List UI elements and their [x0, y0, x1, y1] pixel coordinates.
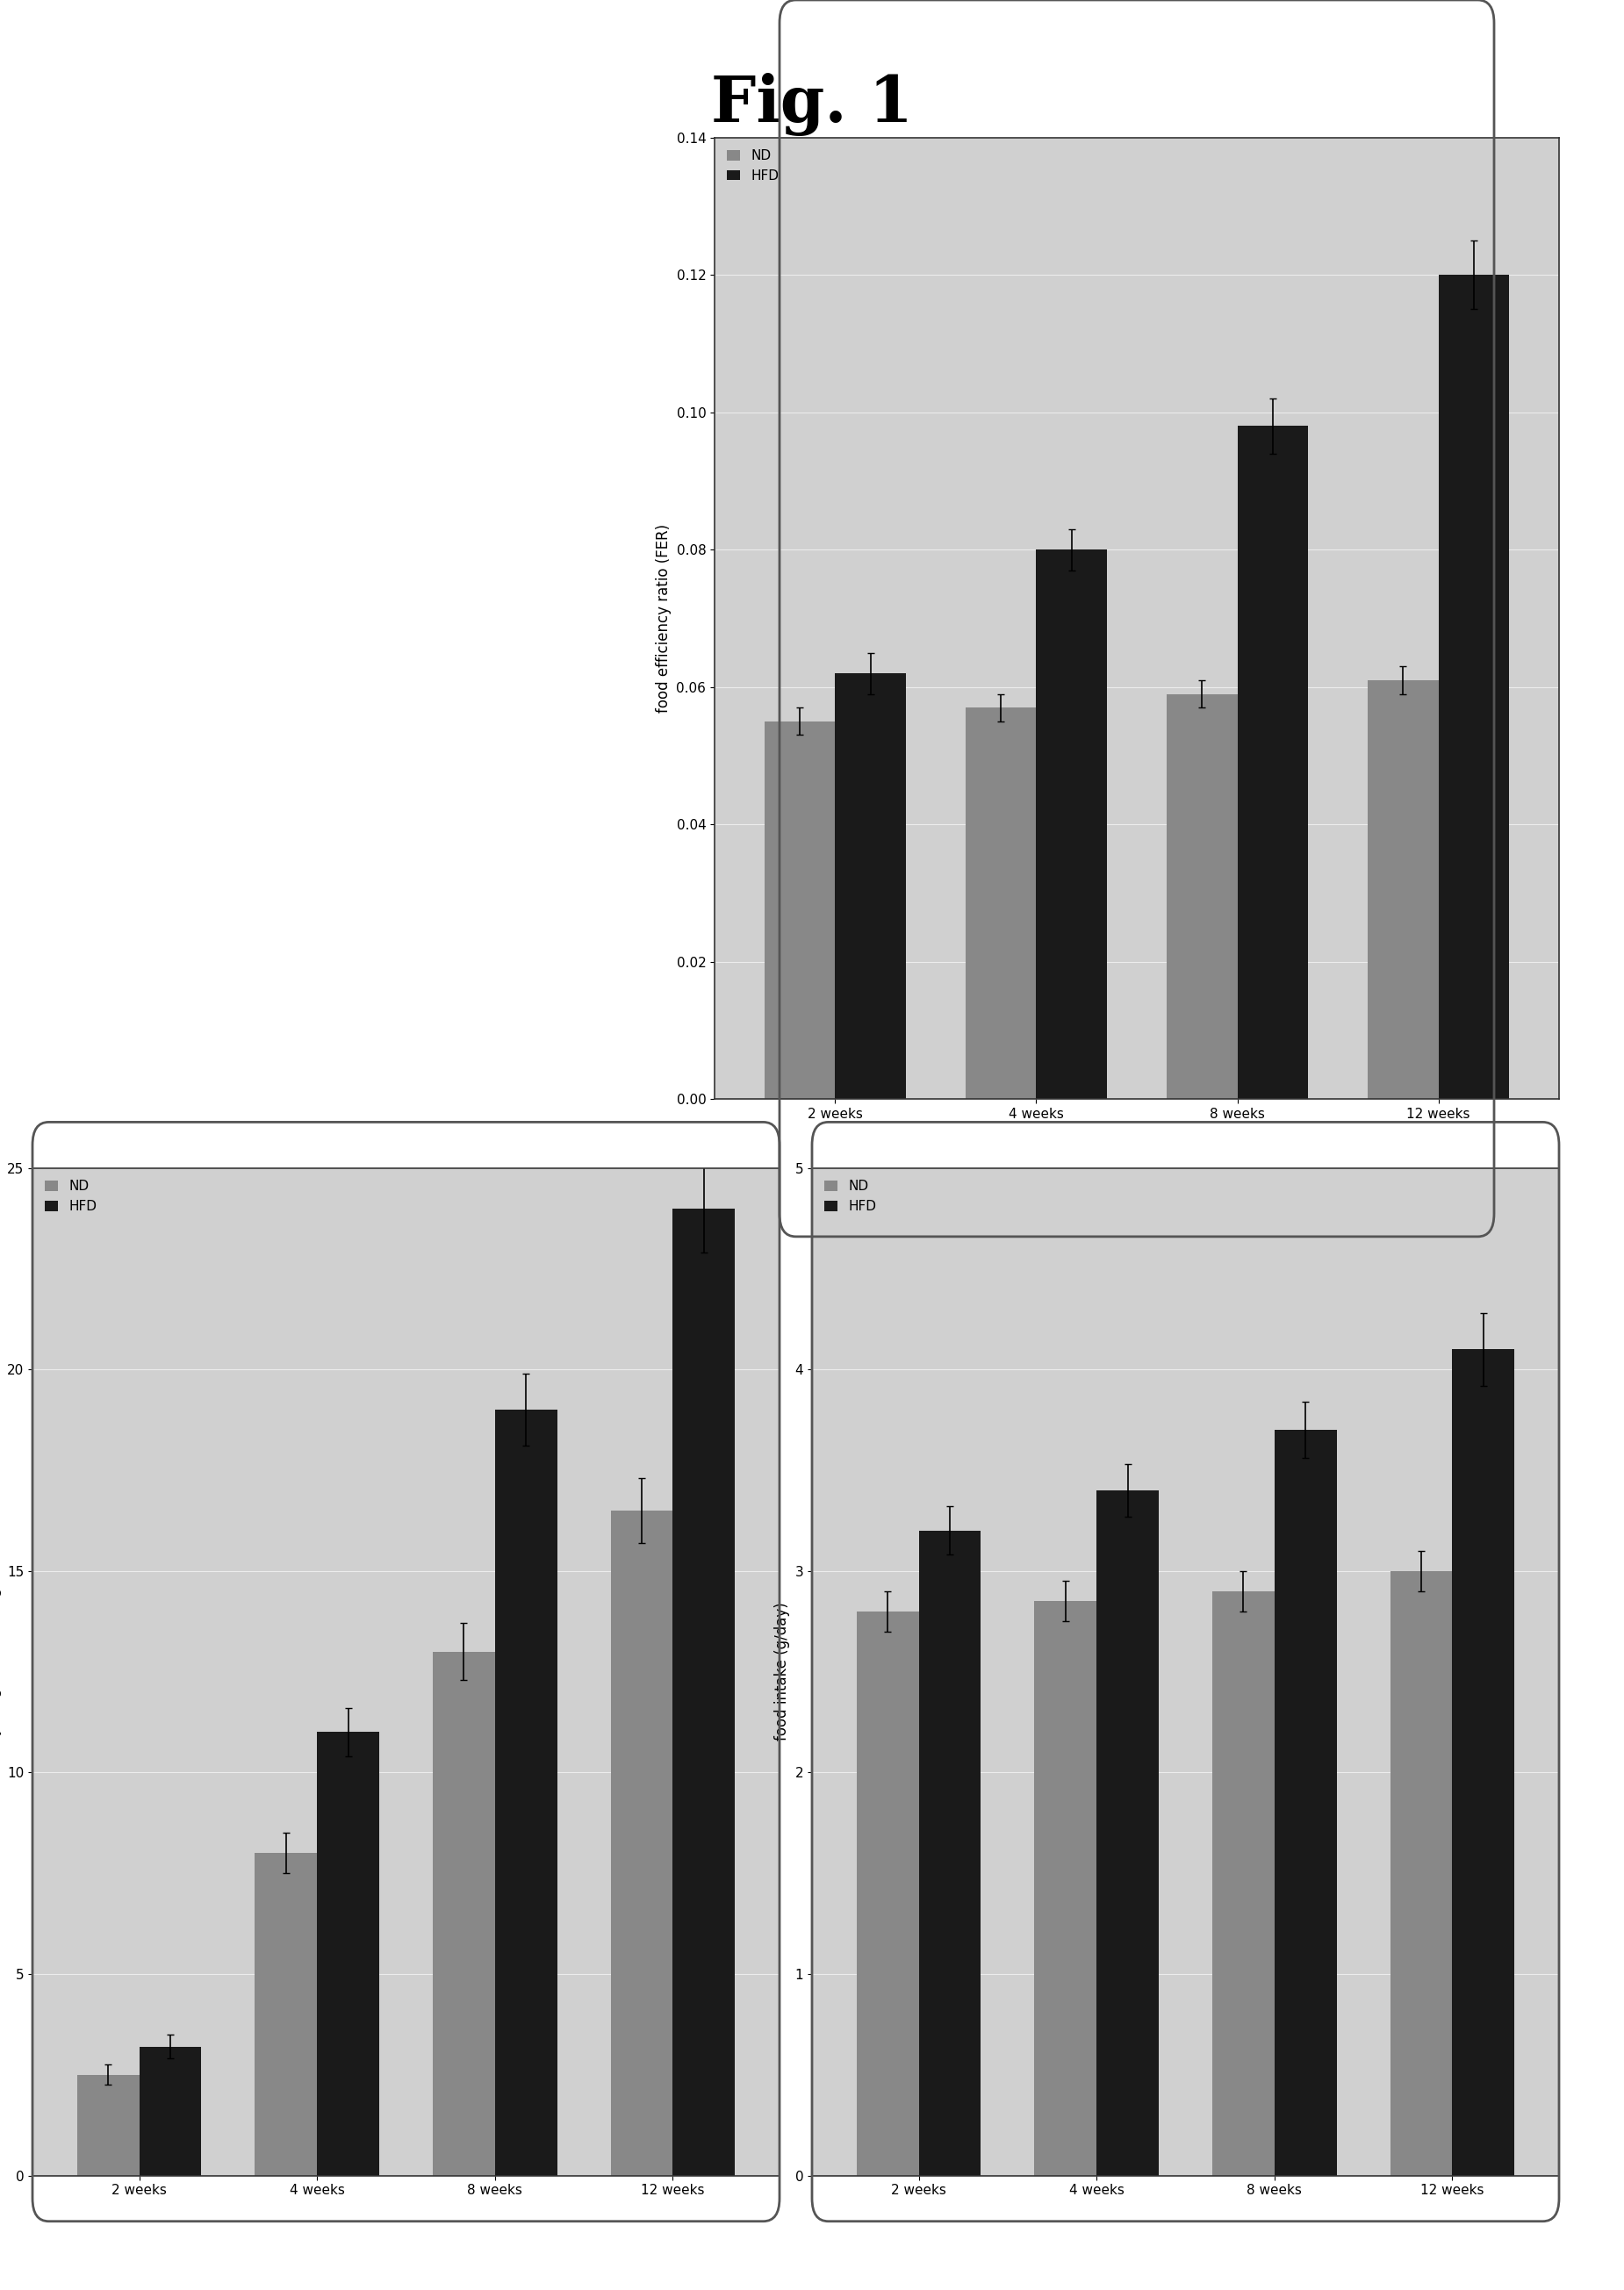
- Bar: [919, 1530, 981, 2176]
- Bar: [317, 1731, 380, 2176]
- Y-axis label: food efficiency ratio (FER): food efficiency ratio (FER): [656, 524, 671, 712]
- Bar: [255, 1853, 317, 2176]
- Bar: [495, 1411, 557, 2176]
- Bar: [1452, 1349, 1515, 2176]
- Bar: [1367, 680, 1439, 1099]
- Bar: [1439, 275, 1509, 1099]
- Bar: [1212, 1592, 1275, 2176]
- Text: Fig. 1: Fig. 1: [711, 73, 913, 137]
- Bar: [835, 673, 906, 1099]
- Legend: ND, HFD: ND, HFD: [818, 1175, 882, 1218]
- Bar: [672, 1209, 736, 2176]
- Bar: [140, 2047, 201, 2176]
- Y-axis label: body weight increase (g): body weight increase (g): [0, 1580, 2, 1763]
- Bar: [1034, 1601, 1096, 2176]
- Bar: [1275, 1429, 1337, 2176]
- Bar: [1036, 550, 1106, 1099]
- Bar: [765, 721, 835, 1099]
- Bar: [1168, 694, 1237, 1099]
- Bar: [1096, 1491, 1160, 2176]
- Bar: [966, 708, 1036, 1099]
- Bar: [1237, 426, 1307, 1099]
- Bar: [1390, 1571, 1452, 2176]
- Bar: [76, 2075, 140, 2176]
- Bar: [856, 1612, 919, 2176]
- Y-axis label: food intake (g/day): food intake (g/day): [775, 1603, 789, 1740]
- Bar: [432, 1651, 495, 2176]
- Legend: ND, HFD: ND, HFD: [39, 1175, 102, 1218]
- Legend: ND, HFD: ND, HFD: [721, 144, 784, 188]
- Bar: [611, 1511, 672, 2176]
